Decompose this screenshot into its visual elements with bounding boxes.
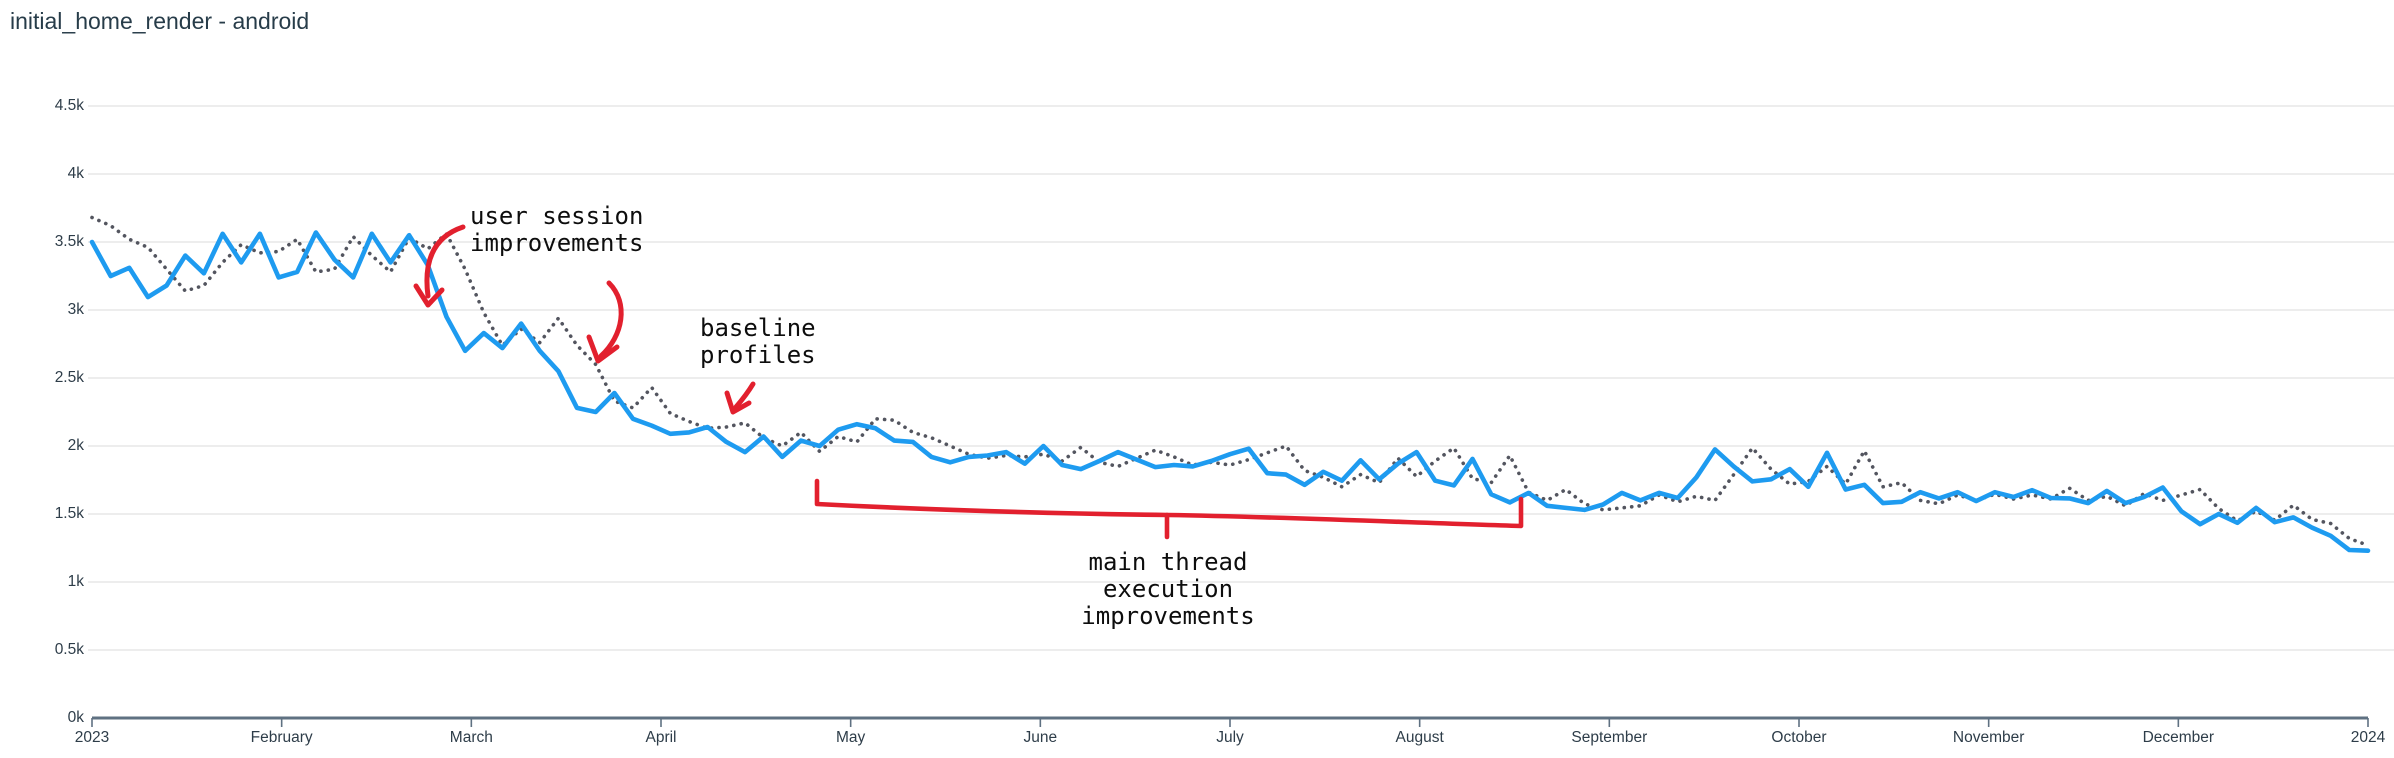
page-title: initial_home_render - android <box>10 8 310 34</box>
x-tick-label: September <box>1571 729 1648 746</box>
x-tick-label: August <box>1395 729 1444 746</box>
annotation-user-session: user session improvements <box>470 202 644 257</box>
baseline-profiles-arrowhead-long-icon <box>586 334 620 364</box>
x-tick-label: December <box>2142 729 2215 746</box>
y-tick-label: 0.5k <box>54 641 84 658</box>
x-tick-label: April <box>645 729 677 746</box>
x-axis-line <box>91 716 2369 727</box>
user-session-arrowhead-icon <box>413 283 445 308</box>
y-tick-label: 0k <box>67 709 84 726</box>
x-tick-label: October <box>1771 729 1827 746</box>
y-tick-label: 4k <box>67 165 84 182</box>
gridlines <box>88 105 2394 651</box>
y-tick-label: 2k <box>67 437 84 454</box>
x-tick-label: 2023 <box>74 729 110 746</box>
y-tick-label: 3.5k <box>54 233 84 250</box>
x-tick-label: July <box>1216 729 1244 746</box>
baseline-profiles-arrow-long <box>598 280 624 359</box>
annotation-main-thread: main thread execution improvements <box>1081 548 1255 630</box>
x-tick-label: May <box>836 729 866 746</box>
x-tick-label: February <box>250 729 313 746</box>
annotation-baseline-profiles: baseline profiles <box>700 314 816 369</box>
dotted-series-line <box>90 215 2370 548</box>
y-tick-label: 2.5k <box>54 369 84 386</box>
x-tick-label: November <box>1952 729 2025 746</box>
x-tick-label: March <box>449 729 493 746</box>
y-tick-label: 1.5k <box>54 505 84 522</box>
y-tick-label: 4.5k <box>54 97 84 114</box>
x-tick-label: 2024 <box>2350 729 2386 746</box>
y-tick-label: 1k <box>67 573 84 590</box>
x-tick-label: June <box>1023 729 1058 746</box>
y-tick-label: 3k <box>67 301 84 318</box>
user-session-arrow <box>424 224 466 299</box>
solid-series-line <box>89 230 2371 553</box>
baseline-profiles-arrowhead-short-icon <box>724 390 752 415</box>
baseline-profiles-arrow-short <box>733 381 756 410</box>
